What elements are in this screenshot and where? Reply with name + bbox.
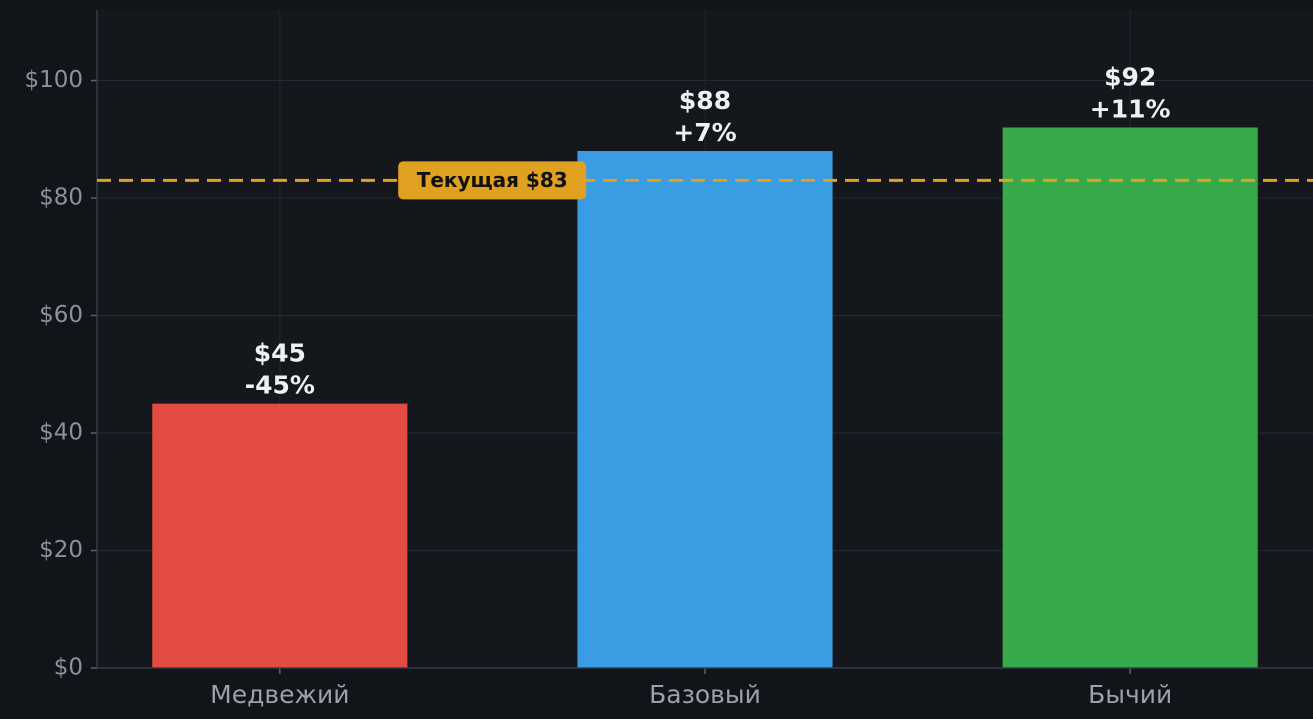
y-tick-label: $80 (39, 185, 83, 211)
x-tick-label: Базовый (649, 680, 761, 709)
bar (152, 403, 408, 668)
value-label: $45 (254, 339, 306, 368)
reference-label: Текущая $83 (417, 168, 568, 192)
y-tick-label: $100 (24, 67, 83, 93)
value-label: $92 (1104, 63, 1156, 92)
y-tick-label: $20 (39, 537, 83, 563)
change-label: +7% (673, 118, 736, 147)
value-label: $88 (679, 86, 731, 115)
change-label: +11% (1090, 95, 1171, 124)
x-tick-label: Бычий (1088, 680, 1172, 709)
y-tick-label: $0 (54, 655, 83, 681)
change-label: -45% (245, 371, 315, 400)
bar (1002, 127, 1258, 668)
y-tick-label: $40 (39, 420, 83, 446)
bar (577, 151, 833, 668)
reference-label-box (398, 161, 587, 200)
x-tick-label: Медвежий (210, 680, 349, 709)
y-tick-label: $60 (39, 302, 83, 328)
